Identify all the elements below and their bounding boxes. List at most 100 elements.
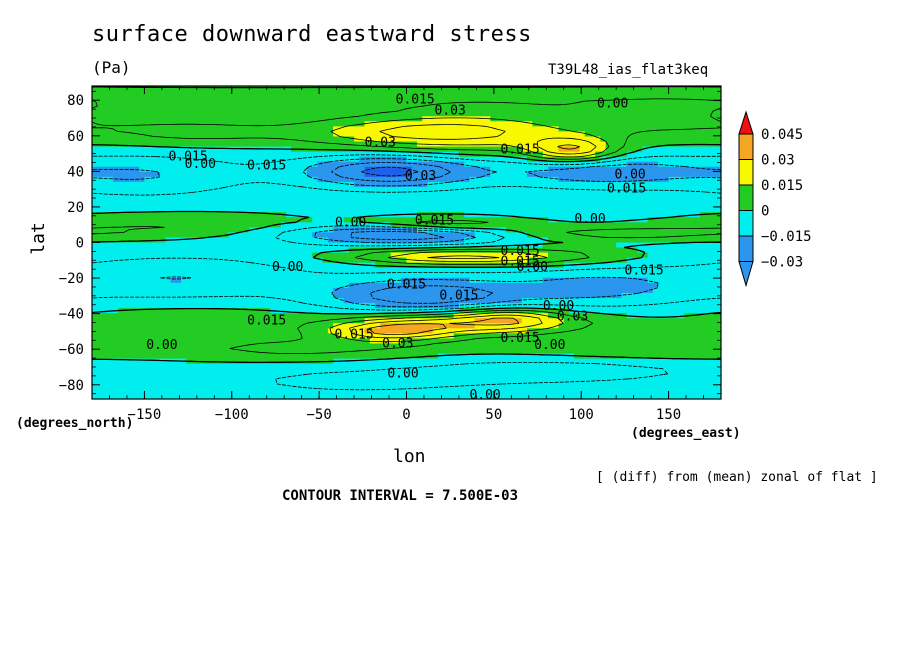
field-cell	[191, 161, 198, 168]
field-cell	[663, 101, 670, 107]
field-cell	[207, 136, 214, 143]
field-cell	[479, 111, 486, 117]
field-cell	[327, 257, 334, 264]
field-cell	[264, 106, 271, 112]
field-cell	[652, 217, 659, 223]
field-cell	[626, 156, 633, 163]
field-cell	[244, 181, 250, 188]
field-cell	[133, 181, 140, 188]
field-cell	[285, 186, 292, 193]
field-cell	[144, 181, 151, 188]
field-cell	[196, 96, 203, 102]
field-cell	[464, 126, 470, 133]
field-cell	[710, 197, 717, 203]
field-cell	[679, 181, 685, 188]
field-cell	[280, 186, 287, 193]
field-cell	[616, 247, 623, 254]
field-cell	[474, 101, 481, 107]
field-cell	[453, 252, 460, 259]
field-cell	[212, 146, 219, 153]
field-cell	[107, 222, 114, 228]
field-cell	[228, 277, 235, 284]
field-cell	[375, 242, 381, 249]
field-cell	[107, 116, 114, 122]
field-cell	[322, 272, 329, 279]
field-cell	[563, 186, 570, 193]
field-cell	[516, 207, 523, 213]
field-cell	[563, 116, 570, 122]
field-cell	[647, 212, 654, 218]
field-cell	[553, 121, 560, 127]
field-cell	[568, 141, 575, 148]
field-cell	[154, 272, 161, 279]
field-cell	[333, 212, 339, 218]
field-cell	[652, 121, 659, 127]
field-cell	[165, 176, 172, 183]
field-cell	[191, 101, 198, 107]
field-cell	[317, 232, 324, 239]
field-cell	[448, 91, 455, 97]
field-cell	[474, 91, 481, 97]
field-cell	[228, 136, 235, 143]
field-cell	[616, 217, 623, 223]
field-cell	[139, 86, 146, 92]
field-cell	[700, 207, 706, 213]
field-cell	[333, 252, 339, 259]
field-cell	[249, 192, 256, 198]
field-cell	[228, 267, 235, 274]
field-cell	[390, 267, 397, 274]
field-cell	[464, 282, 470, 289]
field-cell	[327, 121, 334, 127]
field-cell	[684, 86, 691, 92]
field-cell	[422, 91, 429, 97]
field-cell	[605, 106, 612, 112]
field-cell	[343, 186, 350, 193]
field-cell	[244, 222, 250, 228]
field-cell	[385, 116, 392, 122]
field-cell	[112, 287, 119, 294]
field-cell	[511, 282, 518, 289]
field-cell	[490, 262, 497, 269]
field-cell	[186, 186, 193, 193]
field-cell	[652, 106, 659, 112]
field-cell	[448, 212, 455, 218]
field-cell	[123, 126, 130, 133]
field-cell	[270, 197, 277, 203]
field-cell	[474, 262, 481, 269]
field-cell	[228, 227, 235, 233]
field-cell	[306, 247, 313, 254]
field-cell	[333, 111, 339, 117]
field-cell	[637, 91, 643, 97]
field-cell	[291, 262, 298, 269]
field-cell	[694, 262, 701, 269]
field-cell	[306, 151, 313, 158]
field-cell	[359, 111, 366, 117]
field-cell	[217, 176, 224, 183]
field-cell	[542, 166, 549, 173]
field-cell	[254, 171, 261, 178]
field-cell	[411, 272, 418, 279]
field-cell	[175, 257, 182, 264]
field-cell	[144, 136, 151, 143]
field-cell	[416, 166, 423, 173]
field-cell	[689, 186, 696, 193]
field-cell	[469, 181, 476, 188]
field-cell	[479, 252, 486, 259]
field-cell	[485, 217, 491, 223]
field-cell	[610, 91, 617, 97]
field-cell	[631, 156, 638, 163]
field-cell	[679, 202, 685, 208]
field-cell	[396, 222, 402, 228]
field-cell	[244, 212, 250, 218]
field-cell	[390, 171, 397, 178]
field-cell	[228, 207, 235, 213]
field-cell	[259, 151, 266, 158]
field-cell	[626, 141, 633, 148]
field-cell	[605, 121, 612, 127]
field-cell	[705, 186, 712, 193]
field-cell	[710, 247, 717, 254]
field-cell	[228, 217, 235, 223]
field-cell	[453, 242, 460, 249]
field-cell	[102, 267, 109, 274]
field-cell	[626, 232, 633, 239]
